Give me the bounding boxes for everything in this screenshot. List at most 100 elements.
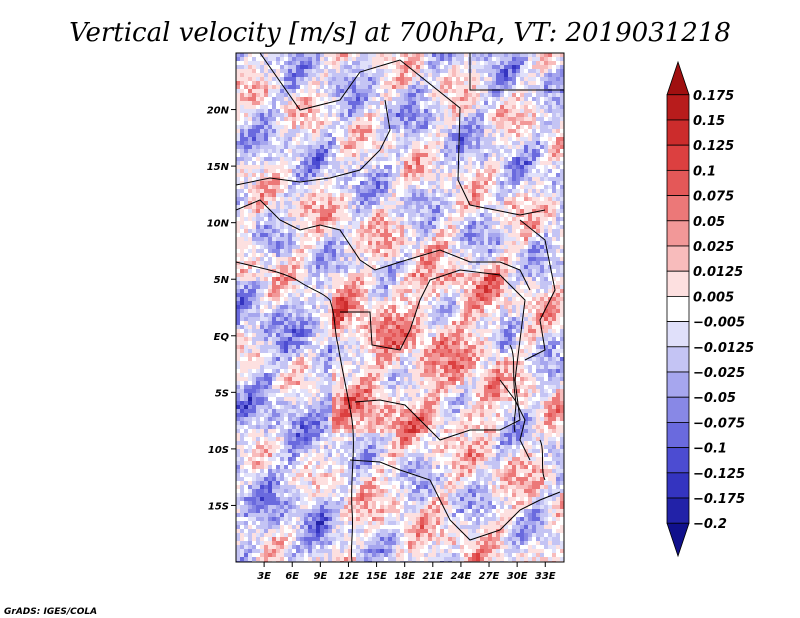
field-cell xyxy=(384,249,388,253)
field-cell xyxy=(436,201,440,205)
field-cell xyxy=(296,201,300,205)
field-cell xyxy=(284,125,288,129)
field-cell xyxy=(440,85,444,89)
field-cell xyxy=(548,209,552,213)
field-cell xyxy=(352,133,356,137)
field-cell xyxy=(296,81,300,85)
field-cell xyxy=(512,213,516,217)
field-cell xyxy=(536,125,540,129)
field-cell xyxy=(316,265,320,269)
field-cell xyxy=(436,225,440,229)
field-cell xyxy=(528,169,532,173)
field-cell xyxy=(252,261,256,265)
field-cell xyxy=(372,105,376,109)
field-cell xyxy=(260,125,264,129)
field-cell xyxy=(552,141,556,145)
field-cell xyxy=(248,61,252,65)
field-cell xyxy=(276,145,280,149)
field-cell xyxy=(488,89,492,93)
field-cell xyxy=(496,137,500,141)
field-cell xyxy=(316,233,320,237)
field-cell xyxy=(340,189,344,193)
field-cell xyxy=(544,269,548,273)
field-cell xyxy=(548,101,552,105)
field-cell xyxy=(296,89,300,93)
field-cell xyxy=(460,237,464,241)
field-cell xyxy=(408,197,412,201)
field-cell xyxy=(320,277,324,281)
field-cell xyxy=(360,113,364,117)
field-cell xyxy=(320,53,324,57)
field-cell xyxy=(432,129,436,133)
field-cell xyxy=(436,77,440,81)
field-cell xyxy=(492,241,496,245)
field-cell xyxy=(460,125,464,129)
field-cell xyxy=(488,169,492,173)
field-cell xyxy=(416,237,420,241)
field-cell xyxy=(308,269,312,273)
field-cell xyxy=(388,189,392,193)
field-cell xyxy=(372,125,376,129)
field-cell xyxy=(552,265,556,269)
field-cell xyxy=(352,205,356,209)
field-cell xyxy=(400,201,404,205)
field-cell xyxy=(436,93,440,97)
field-cell xyxy=(300,61,304,65)
field-cell xyxy=(272,261,276,265)
field-cell xyxy=(356,173,360,177)
field-cell xyxy=(312,73,316,77)
field-cell xyxy=(268,189,272,193)
field-cell xyxy=(472,69,476,73)
field-cell xyxy=(352,273,356,277)
field-cell xyxy=(264,265,268,269)
field-cell xyxy=(300,137,304,141)
field-cell xyxy=(236,189,240,193)
field-cell xyxy=(252,145,256,149)
field-cell xyxy=(432,285,436,289)
field-cell xyxy=(348,129,352,133)
field-cell xyxy=(288,249,292,253)
field-cell xyxy=(416,141,420,145)
field-cell xyxy=(552,101,556,105)
field-cell xyxy=(272,185,276,189)
field-cell xyxy=(252,265,256,269)
field-cell xyxy=(400,277,404,281)
field-cell xyxy=(536,177,540,181)
field-cell xyxy=(372,257,376,261)
field-cell xyxy=(508,261,512,265)
field-cell xyxy=(468,161,472,165)
field-cell xyxy=(460,105,464,109)
field-cell xyxy=(504,193,508,197)
field-cell xyxy=(248,141,252,145)
field-cell xyxy=(292,181,296,185)
field-cell xyxy=(248,169,252,173)
field-cell xyxy=(548,205,552,209)
field-cell xyxy=(560,261,564,265)
field-cell xyxy=(440,269,444,273)
field-cell xyxy=(540,285,544,289)
field-cell xyxy=(288,145,292,149)
field-cell xyxy=(288,57,292,61)
field-cell xyxy=(320,281,324,285)
field-cell xyxy=(348,221,352,225)
field-cell xyxy=(336,93,340,97)
field-cell xyxy=(468,257,472,261)
field-cell xyxy=(396,253,400,257)
field-cell xyxy=(536,137,540,141)
field-cell xyxy=(540,217,544,221)
field-cell xyxy=(348,125,352,129)
field-cell xyxy=(268,53,272,57)
field-cell xyxy=(460,293,464,297)
field-cell xyxy=(320,145,324,149)
field-cell xyxy=(516,129,520,133)
field-cell xyxy=(480,285,484,289)
field-cell xyxy=(532,85,536,89)
field-cell xyxy=(528,277,532,281)
field-cell xyxy=(516,253,520,257)
field-cell xyxy=(372,293,376,297)
field-cell xyxy=(508,65,512,69)
field-cell xyxy=(248,217,252,221)
field-cell xyxy=(388,185,392,189)
field-cell xyxy=(500,97,504,101)
field-cell xyxy=(460,53,464,57)
